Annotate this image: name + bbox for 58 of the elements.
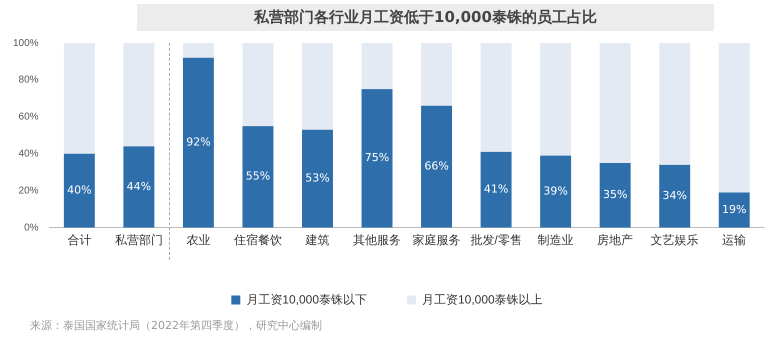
x-tick-label: 批发/零售 xyxy=(470,233,522,248)
bar xyxy=(421,43,452,106)
data-label: 19% xyxy=(722,202,746,216)
bar xyxy=(64,154,95,228)
bar xyxy=(242,43,274,126)
x-tick-label: 私营部门 xyxy=(114,233,163,248)
x-tick-label: 农业 xyxy=(186,233,210,248)
bar xyxy=(302,130,333,228)
bar xyxy=(123,43,154,146)
x-tick-label: 建筑 xyxy=(304,233,330,248)
bar xyxy=(718,192,750,228)
bar xyxy=(302,43,333,130)
source-note: 来源：泰国国家统计局（2022年第四季度），研究中心编制 xyxy=(30,318,322,333)
bar xyxy=(123,146,154,228)
x-tick-label: 制造业 xyxy=(538,233,574,248)
chart-title: 私营部门各行业月工资低于10,000泰铢的员工占比 xyxy=(137,4,714,31)
bar xyxy=(362,89,392,228)
y-tick-label: 0% xyxy=(24,222,39,234)
data-label: 44% xyxy=(126,180,152,193)
bar xyxy=(182,43,214,58)
bar xyxy=(540,156,572,228)
data-label: 55% xyxy=(246,170,270,183)
bar xyxy=(600,43,631,163)
y-tick-label: 80% xyxy=(18,74,39,86)
y-tick-label: 20% xyxy=(18,185,39,196)
data-label: 41% xyxy=(484,182,508,196)
data-label: 53% xyxy=(305,172,330,185)
bar xyxy=(480,43,512,152)
legend-label: 月工资10,000泰铢以下 xyxy=(246,292,367,306)
data-label: 40% xyxy=(67,184,92,197)
data-label: 75% xyxy=(364,151,390,164)
data-label: 35% xyxy=(602,188,628,202)
bar xyxy=(480,152,512,228)
x-tick-label: 文艺娱乐 xyxy=(650,233,699,248)
data-label: 34% xyxy=(662,189,687,202)
data-label: 92% xyxy=(186,136,211,149)
x-tick-label: 家庭服务 xyxy=(412,233,461,248)
bar xyxy=(540,43,572,156)
bar xyxy=(362,43,392,90)
y-tick-label: 100% xyxy=(13,38,39,49)
data-label: 66% xyxy=(424,160,449,173)
bar xyxy=(64,43,95,154)
x-tick-label: 房地产 xyxy=(597,233,634,248)
bar xyxy=(718,43,750,193)
bar xyxy=(659,43,690,165)
bar xyxy=(600,162,631,228)
bar xyxy=(182,58,214,228)
y-tick-label: 60% xyxy=(18,112,39,123)
y-tick-label: 40% xyxy=(18,148,39,160)
x-tick-label: 运输 xyxy=(722,233,746,248)
legend-label: 月工资10,000泰铢以上 xyxy=(422,292,543,306)
data-label: 39% xyxy=(543,184,568,198)
bar xyxy=(659,164,690,228)
x-tick-label: 其他服务 xyxy=(353,233,402,248)
bar xyxy=(421,106,452,228)
bar xyxy=(242,126,274,228)
x-tick-label: 合计 xyxy=(67,233,92,248)
x-tick-label: 住宿餐饮 xyxy=(232,233,282,248)
